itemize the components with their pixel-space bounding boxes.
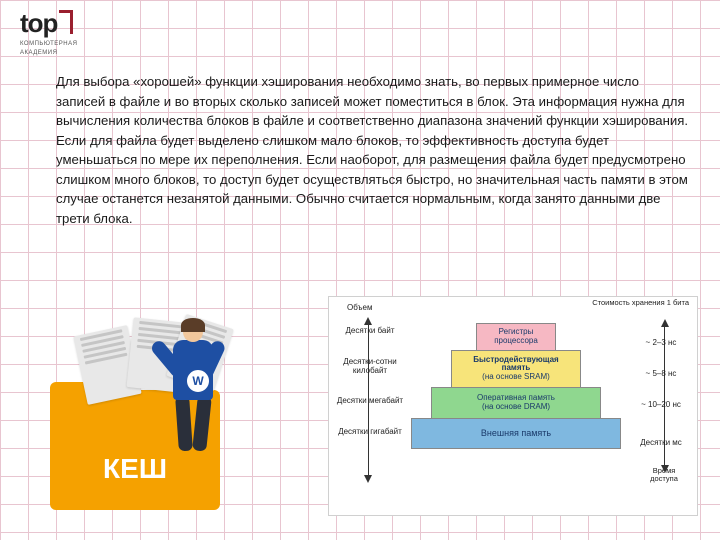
tier-external: Внешняя память [411,418,621,450]
tier-sram: Быстродействующая память (на основе SRAM… [451,350,581,388]
scale-label: Десятки байт [335,327,405,336]
scale-label: ~ 2–3 нс [631,339,691,348]
w-badge-icon: W [187,370,209,392]
logo: top КОМПЬЮТЕРНАЯ АКАДЕМИЯ [20,8,77,57]
tier-registers: Регистры процессора [476,323,556,351]
right-scale-labels: ~ 2–3 нс ~ 5–8 нс ~ 10–20 нс Десятки мс [631,339,691,470]
logo-text: top [20,8,57,39]
arrow-down-icon [364,475,372,483]
body-paragraph: Для выбора «хорошей» функции хэширования… [56,72,690,228]
tier-dram: Оперативная память (на основе DRAM) [431,387,601,419]
axis-right-title-top: Стоимость хранения 1 бита [592,299,689,307]
logo-subtitle-1: КОМПЬЮТЕРНАЯ [20,41,77,48]
arrow-up-icon [661,319,669,327]
cache-illustration: КЕШ W [20,300,280,520]
scale-label: Десятки-сотни килобайт [335,358,405,376]
person-icon: W [155,310,235,460]
scale-label: ~ 10–20 нс [631,401,691,410]
memory-pyramid: Регистры процессора Быстродействующая па… [411,323,621,449]
arrow-up-icon [364,317,372,325]
scale-label: Десятки мегабайт [335,397,405,406]
scale-label: Десятки гигабайт [335,428,405,437]
memory-hierarchy-diagram: Объем Стоимость хранения 1 бита Время до… [328,296,698,516]
logo-bracket-icon [59,10,73,34]
scale-label: Десятки мс [631,439,691,448]
scale-label: ~ 5–8 нс [631,370,691,379]
left-scale-labels: Десятки байт Десятки-сотни килобайт Деся… [335,327,405,459]
logo-subtitle-2: АКАДЕМИЯ [20,50,77,57]
axis-left-title: Объем [347,303,373,312]
